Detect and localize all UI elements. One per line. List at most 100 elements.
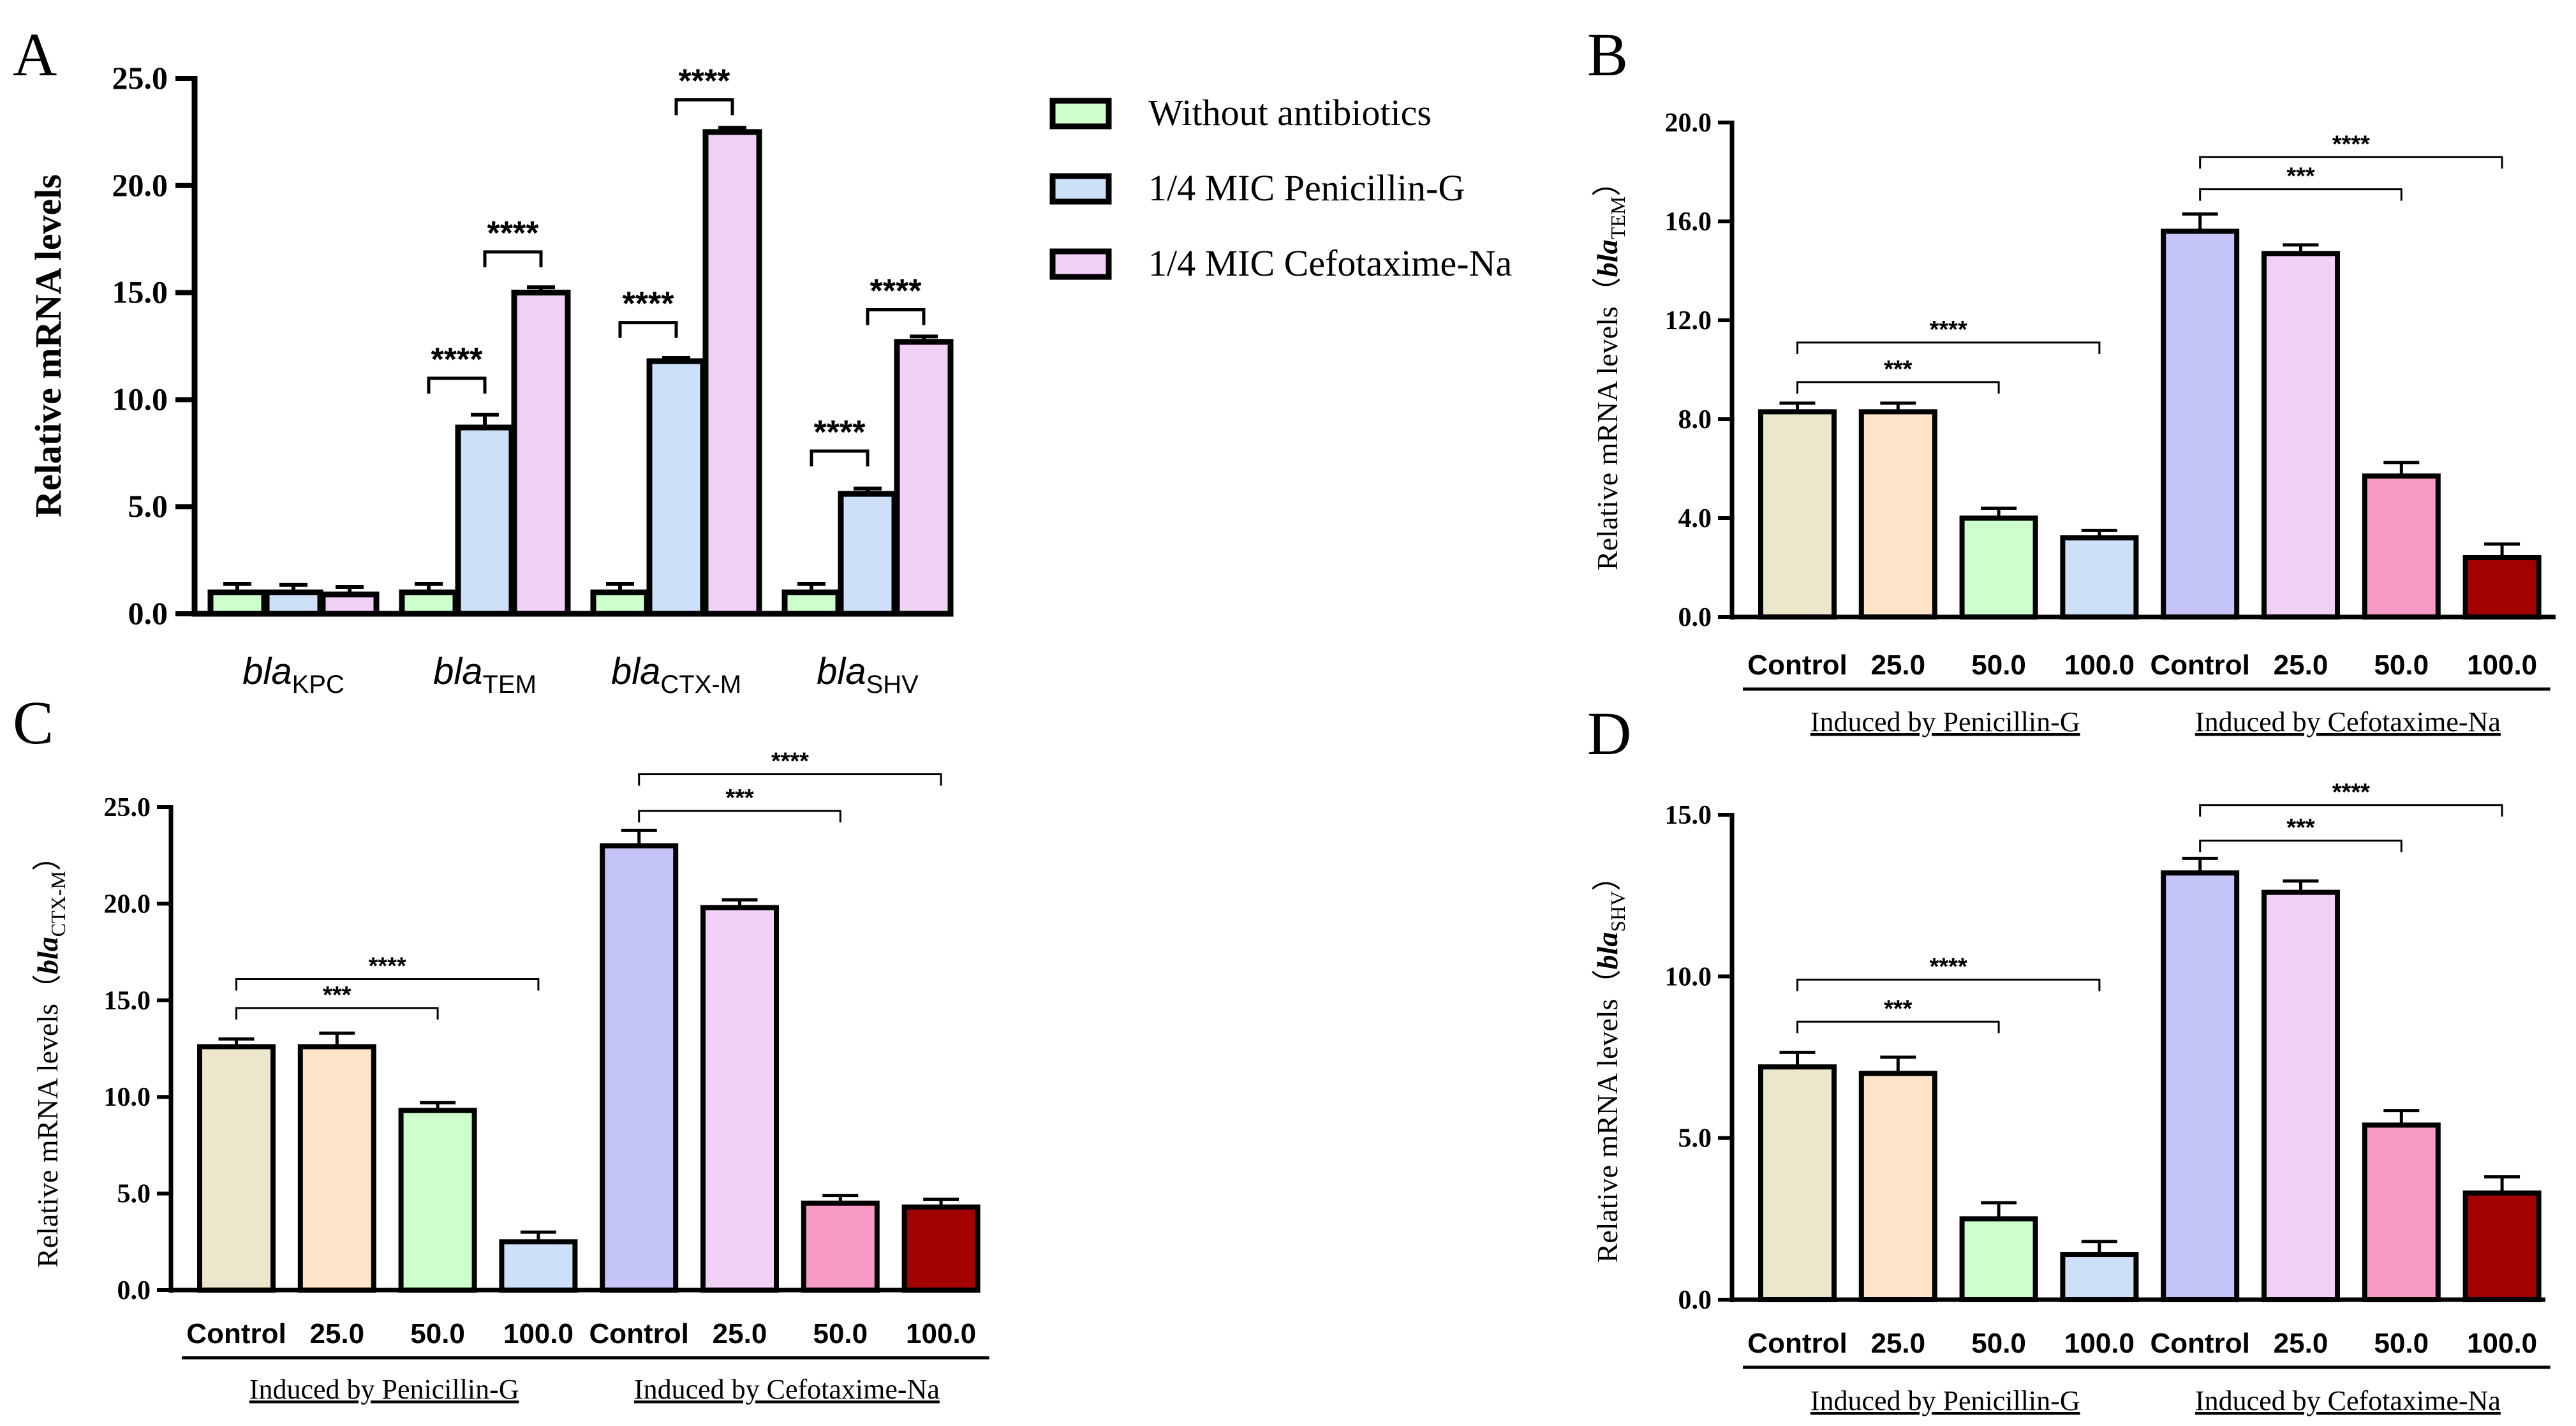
panel-a-y-tick-label: 5.0 (128, 488, 168, 524)
panel-c-y-axis-title-gene: bla (31, 937, 64, 974)
panel-b-significance-bracket (1796, 341, 2101, 354)
panel-d-x-tick-label: 100.0 (2467, 1328, 2537, 1359)
panel-b-x-tick-label: 25.0 (2274, 650, 2328, 681)
panel-b-significance-label: *** (1884, 356, 1913, 383)
panel-a-x-tick-label-sub: CTX-M (660, 671, 741, 699)
panel-d-bar (1858, 1071, 1937, 1303)
legend-label: 1/4 MIC Penicillin-G (1148, 167, 1465, 209)
panel-c-significance-label: **** (369, 953, 406, 979)
panel-a-x-tick-label-base: bla (817, 651, 866, 692)
panel-d-bar (2261, 889, 2340, 1302)
panel-a-x-tick-label-base: bla (433, 651, 482, 692)
panel-c-significance-bracket (638, 810, 841, 823)
panel-a-bar (838, 491, 898, 617)
panel-c-significance-label: *** (323, 982, 352, 1009)
panel-d-significance-bracket (2199, 804, 2503, 817)
panel-d-y-axis-title-suffix: ） (1591, 862, 1624, 891)
panel-b-y-axis-title-suffix: ） (1591, 167, 1624, 197)
panel-b-x-tick-label: 25.0 (1870, 650, 1925, 681)
panel-a-significance-bracket (427, 376, 487, 394)
panel-d-y-axis-title-gene: bla (1591, 932, 1624, 970)
panel-d-y-axis-title-sub: SHV (1606, 891, 1629, 932)
panel-c-y-axis-title-suffix: ） (31, 842, 64, 871)
panel-c-x-tick-label: 100.0 (503, 1318, 574, 1349)
panel-c-x-tick-label: 25.0 (713, 1318, 767, 1349)
panel-c-significance-bracket (235, 1007, 439, 1020)
panel-b-chart: 0.0 4.0 8.0 12.0 16.0 20.0 Relative mRNA level… (1591, 108, 2556, 738)
panel-c-bar (197, 1044, 276, 1293)
panel-a-x-tick-label: blaSHV (817, 651, 919, 699)
panel-b-group-label: Induced by Cefotaxime-Na (2195, 706, 2501, 738)
panel-a-significance-label: **** (431, 341, 484, 378)
panel-b-y-tick-label: 16.0 (1665, 207, 1712, 237)
panel-b-y-axis-title-gene: bla (1591, 239, 1624, 277)
panel-c-significance-label: *** (725, 785, 754, 812)
panel-c-y-axis-title-sub: CTX-M (47, 871, 70, 937)
panel-a-significance-label: **** (679, 63, 731, 100)
panel-d-bar (2161, 870, 2240, 1302)
panel-b-x-tick-label: 50.0 (1971, 650, 2026, 681)
legend-swatch (1049, 248, 1112, 280)
panel-a-significance-bracket (483, 250, 543, 267)
panel-d-y-tick-label: 15.0 (1665, 801, 1712, 830)
panel-d-bar (2462, 1190, 2542, 1303)
panel-a-significance-label: **** (623, 286, 675, 323)
panel-d-bar (1758, 1064, 1837, 1302)
panel-d-group-label: Induced by Cefotaxime-Na (2195, 1385, 2501, 1416)
panel-d-significance-bracket (1796, 978, 2101, 992)
panel-b-x-tick-label: Control (1747, 650, 1847, 681)
panel-a-label: A (13, 20, 57, 89)
panel-c-bar (700, 905, 779, 1293)
panel-c-y-tick-label: 5.0 (117, 1180, 151, 1209)
panel-c-x-tick-label: 100.0 (906, 1318, 976, 1349)
panel-a-y-axis-title: Relative mRNA levels (27, 174, 69, 517)
panel-d-significance-bracket (1796, 1020, 2000, 1034)
legend-label: Without antibiotics (1148, 92, 1432, 133)
panel-b-x-tick-label: 100.0 (2064, 650, 2135, 681)
panel-b-label: B (1587, 20, 1628, 89)
panel-a-bar (207, 589, 267, 617)
panel-c-significance-bracket (235, 977, 540, 991)
panel-a-x-tick-label-base: bla (611, 651, 660, 692)
panel-a-bar (399, 589, 459, 617)
panel-c-chart: 0.0 5.0 10.0 15.0 20.0 25.0 Relative mRNA leve… (31, 748, 989, 1405)
panel-d-y-axis-title: Relative mRNA levels（blaSHV） (1591, 862, 1629, 1263)
panel-a-significance-bracket (618, 321, 678, 338)
panel-a-x-tick-label-base: bla (242, 651, 292, 692)
panel-a-x-tick-label: blaTEM (433, 651, 537, 699)
panel-a-significance-label: **** (487, 215, 540, 252)
panel-d-bar (1959, 1216, 2038, 1303)
panel-b-y-tick-label: 20.0 (1665, 108, 1712, 138)
panel-a-bar (320, 591, 380, 617)
legend-swatch (1049, 173, 1112, 205)
panel-b-y-tick-label: 0.0 (1678, 603, 1712, 632)
panel-d-significance-bracket (2199, 840, 2402, 852)
panel-d-x-tick-label: 100.0 (2064, 1328, 2135, 1359)
panel-c-y-tick-label: 15.0 (104, 986, 151, 1016)
panel-b-bar (2261, 251, 2340, 620)
panel-a-bar (511, 290, 571, 617)
panel-d-significance-label: *** (2286, 815, 2315, 842)
panel-b-x-tick-label: Control (2150, 650, 2249, 681)
panel-a-y-tick-label: 10.0 (112, 381, 168, 417)
panel-a-bar (781, 589, 841, 617)
panel-b-y-tick-label: 12.0 (1665, 306, 1712, 336)
panel-d-x-tick-label: 25.0 (2274, 1328, 2328, 1359)
panel-a-bar (455, 424, 515, 617)
panel-a-bar (702, 129, 762, 617)
panel-d-group-label: Induced by Penicillin-G (1810, 1385, 2080, 1416)
panel-d-y-axis-title-prefix: Relative mRNA levels（ (1591, 969, 1624, 1263)
panel-a-bar (646, 358, 706, 617)
panel-c-bar (297, 1044, 376, 1293)
panel-c-y-axis-title-prefix: Relative mRNA levels（ (31, 974, 64, 1268)
panel-a-significance-bracket (866, 308, 926, 325)
panel-b-y-axis-title: Relative mRNA levels（blaTEM） (1591, 167, 1629, 570)
panel-b-x-tick-label: 50.0 (2374, 650, 2429, 681)
panel-d-x-tick-label: Control (2150, 1328, 2249, 1359)
panel-c-significance-label: **** (771, 748, 809, 775)
panel-d-y-tick-label: 0.0 (1678, 1286, 1712, 1315)
panel-b-significance-label: **** (2332, 131, 2370, 158)
panel-c-bar (398, 1108, 477, 1293)
